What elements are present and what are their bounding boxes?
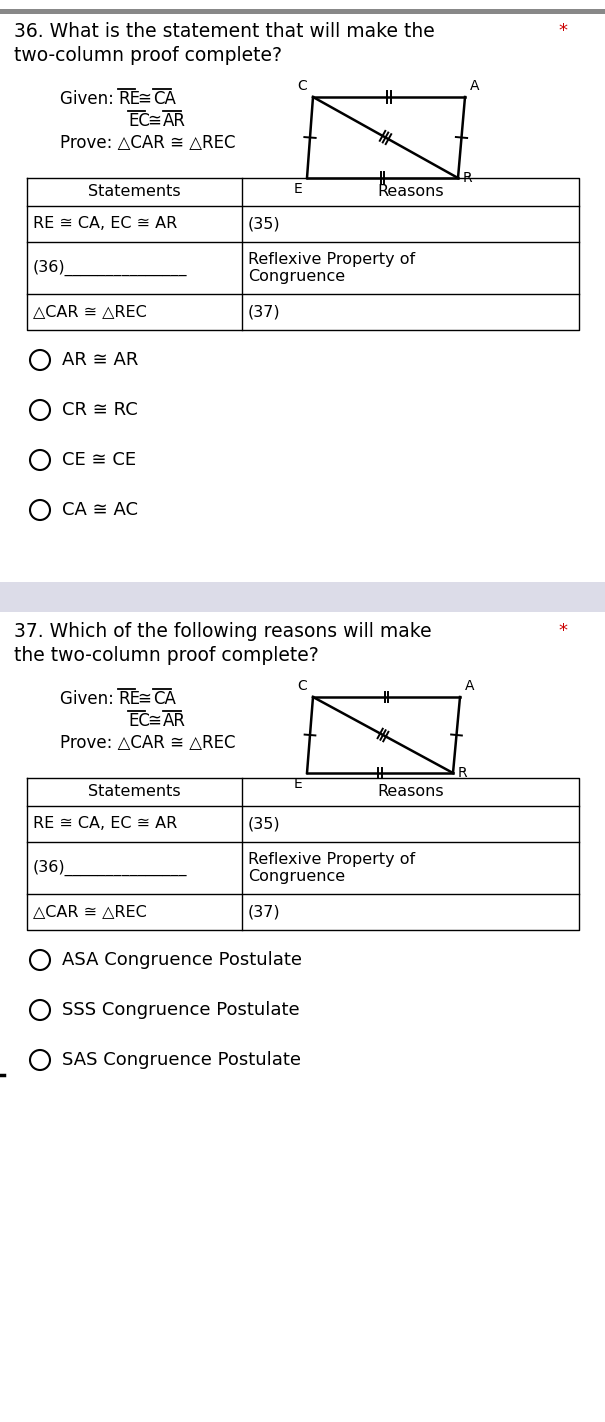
Text: ≅: ≅ bbox=[137, 90, 151, 108]
Text: ASA Congruence Postulate: ASA Congruence Postulate bbox=[62, 951, 302, 968]
Text: Statements: Statements bbox=[88, 185, 181, 199]
Text: A: A bbox=[465, 678, 474, 693]
Text: RE ≅ CA, EC ≅ AR: RE ≅ CA, EC ≅ AR bbox=[33, 216, 177, 232]
Text: Reflexive Property of
Congruence: Reflexive Property of Congruence bbox=[248, 252, 415, 284]
Text: (36)_______________: (36)_______________ bbox=[33, 860, 188, 876]
Text: ≅: ≅ bbox=[147, 112, 161, 129]
Text: CA: CA bbox=[153, 690, 176, 708]
Text: C: C bbox=[297, 80, 307, 92]
Text: △CAR ≅ △REC: △CAR ≅ △REC bbox=[33, 304, 147, 320]
Text: the two-column proof complete?: the two-column proof complete? bbox=[14, 646, 319, 665]
Text: AR: AR bbox=[163, 712, 186, 729]
Text: two-column proof complete?: two-column proof complete? bbox=[14, 46, 282, 65]
Text: Given:: Given: bbox=[60, 690, 125, 708]
Text: EC: EC bbox=[128, 112, 150, 129]
Text: CA ≅ AC: CA ≅ AC bbox=[62, 501, 138, 519]
Text: *: * bbox=[558, 21, 567, 40]
Text: CR ≅ RC: CR ≅ RC bbox=[62, 401, 138, 419]
Text: CE ≅ CE: CE ≅ CE bbox=[62, 451, 136, 469]
Text: A: A bbox=[470, 80, 480, 92]
Text: ≅: ≅ bbox=[137, 690, 151, 708]
Text: (37): (37) bbox=[248, 304, 281, 320]
Text: CA: CA bbox=[153, 90, 176, 108]
Text: (37): (37) bbox=[248, 904, 281, 920]
Text: *: * bbox=[558, 621, 567, 640]
Text: R: R bbox=[463, 171, 473, 185]
Text: E: E bbox=[293, 182, 302, 196]
Text: Reasons: Reasons bbox=[377, 185, 444, 199]
Text: E: E bbox=[293, 776, 302, 791]
Bar bbox=[0, 582, 605, 611]
Text: RE ≅ CA, EC ≅ AR: RE ≅ CA, EC ≅ AR bbox=[33, 816, 177, 832]
Text: ≅: ≅ bbox=[147, 712, 161, 729]
Text: EC: EC bbox=[128, 712, 150, 729]
Text: Reflexive Property of
Congruence: Reflexive Property of Congruence bbox=[248, 852, 415, 884]
Text: (35): (35) bbox=[248, 216, 281, 232]
Text: △CAR ≅ △REC: △CAR ≅ △REC bbox=[33, 904, 147, 920]
Text: Reasons: Reasons bbox=[377, 785, 444, 799]
Text: 37. Which of the following reasons will make: 37. Which of the following reasons will … bbox=[14, 621, 431, 641]
Text: RE: RE bbox=[118, 690, 140, 708]
Text: RE: RE bbox=[118, 90, 140, 108]
Text: (36)_______________: (36)_______________ bbox=[33, 260, 188, 276]
Bar bbox=[0, 9, 605, 14]
Text: Prove: △CAR ≅ △REC: Prove: △CAR ≅ △REC bbox=[60, 734, 235, 752]
Text: R: R bbox=[458, 766, 468, 781]
Text: 36. What is the statement that will make the: 36. What is the statement that will make… bbox=[14, 21, 435, 41]
Text: AR ≅ AR: AR ≅ AR bbox=[62, 351, 139, 368]
Text: (35): (35) bbox=[248, 816, 281, 832]
Text: Given:: Given: bbox=[60, 90, 125, 108]
Text: C: C bbox=[297, 678, 307, 693]
Text: SSS Congruence Postulate: SSS Congruence Postulate bbox=[62, 1001, 299, 1020]
Text: Prove: △CAR ≅ △REC: Prove: △CAR ≅ △REC bbox=[60, 134, 235, 152]
Text: SAS Congruence Postulate: SAS Congruence Postulate bbox=[62, 1051, 301, 1069]
Text: Statements: Statements bbox=[88, 785, 181, 799]
Text: AR: AR bbox=[163, 112, 186, 129]
